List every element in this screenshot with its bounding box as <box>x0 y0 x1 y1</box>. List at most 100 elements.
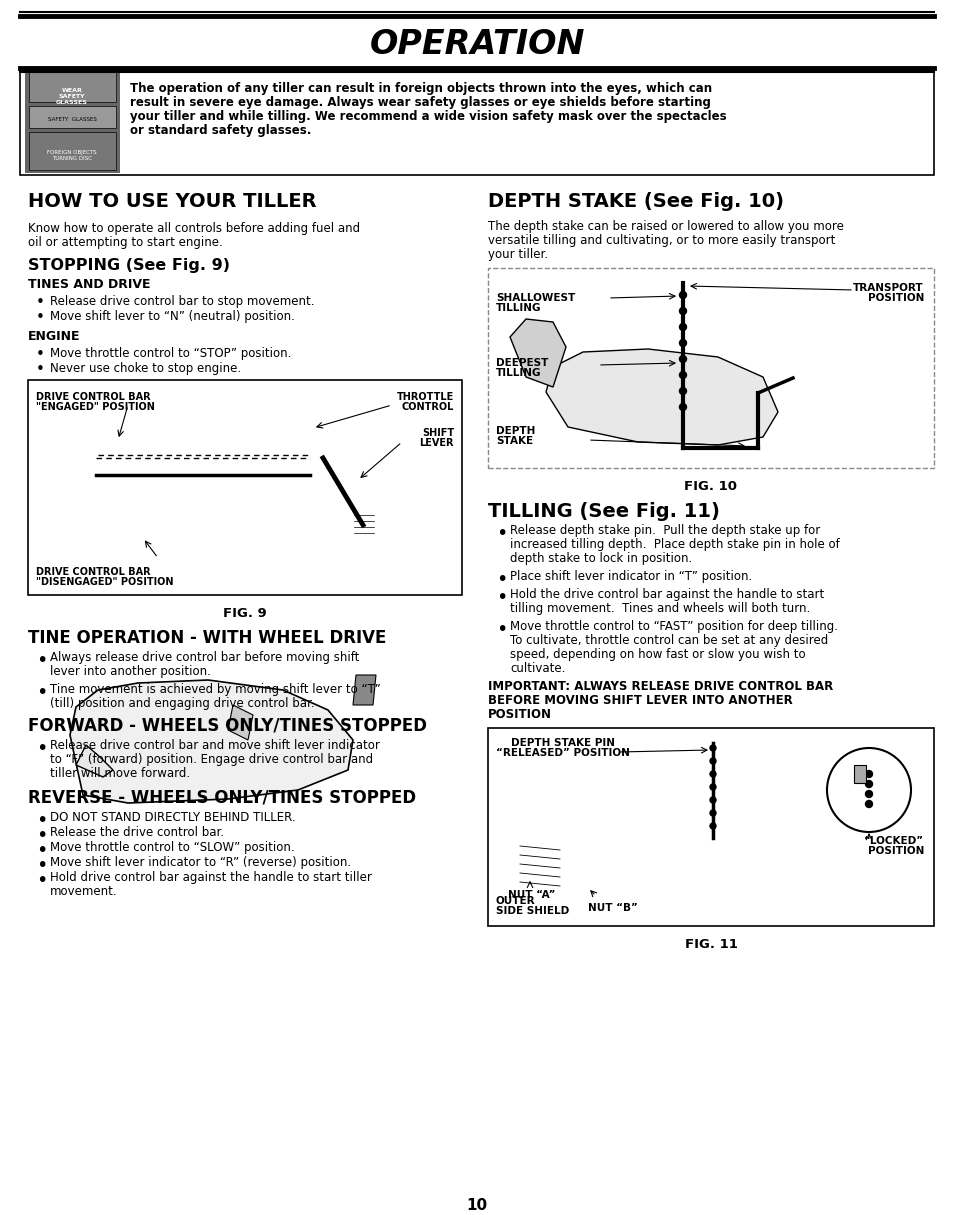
Text: TILLING: TILLING <box>496 368 541 378</box>
Circle shape <box>709 797 716 803</box>
Text: TRANSPORT: TRANSPORT <box>853 283 923 293</box>
Text: tiller will move forward.: tiller will move forward. <box>50 767 190 780</box>
Text: Move throttle control to “STOP” position.: Move throttle control to “STOP” position… <box>50 347 291 360</box>
Polygon shape <box>545 349 778 445</box>
Text: •: • <box>496 588 507 608</box>
Text: •: • <box>36 651 48 669</box>
Text: Move shift lever indicator to “R” (reverse) position.: Move shift lever indicator to “R” (rever… <box>50 857 351 869</box>
Circle shape <box>864 780 872 787</box>
Text: FOREIGN OBJECTS
TURNING DISC: FOREIGN OBJECTS TURNING DISC <box>47 149 96 160</box>
Text: POSITION: POSITION <box>488 708 552 720</box>
Text: BEFORE MOVING SHIFT LEVER INTO ANOTHER: BEFORE MOVING SHIFT LEVER INTO ANOTHER <box>488 694 792 707</box>
Text: SIDE SHIELD: SIDE SHIELD <box>496 906 569 916</box>
Text: your tiller.: your tiller. <box>488 248 548 261</box>
Text: Release the drive control bar.: Release the drive control bar. <box>50 826 224 840</box>
Text: POSITION: POSITION <box>866 846 923 857</box>
Circle shape <box>709 772 716 778</box>
Text: Always release drive control bar before moving shift: Always release drive control bar before … <box>50 651 359 665</box>
Text: Move shift lever to “N” (neutral) position.: Move shift lever to “N” (neutral) positi… <box>50 310 294 323</box>
Text: TILLING: TILLING <box>496 303 541 313</box>
Text: (till) position and engaging drive control bar.: (till) position and engaging drive contr… <box>50 697 314 710</box>
Text: “LOCKED”: “LOCKED” <box>863 836 923 846</box>
Text: DO NOT STAND DIRECTLY BEHIND TILLER.: DO NOT STAND DIRECTLY BEHIND TILLER. <box>50 810 295 824</box>
Text: cultivate.: cultivate. <box>510 662 565 676</box>
Text: STOPPING (See Fig. 9): STOPPING (See Fig. 9) <box>28 258 230 273</box>
Text: •: • <box>36 826 48 844</box>
Text: DRIVE CONTROL BAR: DRIVE CONTROL BAR <box>36 392 151 402</box>
Text: NUT “A”: NUT “A” <box>507 891 555 900</box>
Circle shape <box>679 403 686 411</box>
Text: TINES AND DRIVE: TINES AND DRIVE <box>28 278 151 292</box>
Circle shape <box>864 801 872 808</box>
Bar <box>29 106 116 128</box>
Text: Release drive control bar to stop movement.: Release drive control bar to stop moveme… <box>50 295 314 307</box>
Text: FIG. 10: FIG. 10 <box>684 480 737 493</box>
Text: to “F” (forward) position. Engage drive control bar and: to “F” (forward) position. Engage drive … <box>50 753 373 765</box>
Text: DRIVE CONTROL BAR: DRIVE CONTROL BAR <box>36 567 151 577</box>
Text: •: • <box>36 857 48 875</box>
Text: The operation of any tiller can result in foreign objects thrown into the eyes, : The operation of any tiller can result i… <box>130 81 711 95</box>
Text: •: • <box>36 871 48 891</box>
Circle shape <box>709 758 716 764</box>
Text: DEEPEST: DEEPEST <box>496 358 548 368</box>
Circle shape <box>864 770 872 778</box>
Text: increased tilling depth.  Place depth stake pin in hole of: increased tilling depth. Place depth sta… <box>510 538 839 550</box>
Text: IMPORTANT: ALWAYS RELEASE DRIVE CONTROL BAR: IMPORTANT: ALWAYS RELEASE DRIVE CONTROL … <box>488 680 832 693</box>
Circle shape <box>826 748 910 832</box>
Text: HOW TO USE YOUR TILLER: HOW TO USE YOUR TILLER <box>28 192 316 211</box>
Text: •: • <box>496 524 507 543</box>
Text: •: • <box>36 295 45 310</box>
Text: Tine movement is achieved by moving shift lever to “T”: Tine movement is achieved by moving shif… <box>50 683 380 696</box>
Text: Hold the drive control bar against the handle to start: Hold the drive control bar against the h… <box>510 588 823 601</box>
Text: speed, depending on how fast or slow you wish to: speed, depending on how fast or slow you… <box>510 648 804 661</box>
Text: “RELEASED” POSITION: “RELEASED” POSITION <box>496 748 629 758</box>
Text: Never use choke to stop engine.: Never use choke to stop engine. <box>50 362 241 375</box>
Text: THROTTLE: THROTTLE <box>396 392 454 402</box>
Text: Release depth stake pin.  Pull the depth stake up for: Release depth stake pin. Pull the depth … <box>510 524 820 537</box>
Text: Hold drive control bar against the handle to start tiller: Hold drive control bar against the handl… <box>50 871 372 885</box>
Text: Move throttle control to “FAST” position for deep tilling.: Move throttle control to “FAST” position… <box>510 620 837 633</box>
Text: Release drive control bar and move shift lever indicator: Release drive control bar and move shift… <box>50 739 379 752</box>
Text: •: • <box>496 570 507 589</box>
Circle shape <box>679 339 686 346</box>
Text: result in severe eye damage. Always wear safety glasses or eye shields before st: result in severe eye damage. Always wear… <box>130 96 710 109</box>
Text: "DISENGAGED" POSITION: "DISENGAGED" POSITION <box>36 577 173 587</box>
Circle shape <box>679 292 686 299</box>
Bar <box>29 72 116 102</box>
Text: To cultivate, throttle control can be set at any desired: To cultivate, throttle control can be se… <box>510 634 827 648</box>
Text: versatile tilling and cultivating, or to more easily transport: versatile tilling and cultivating, or to… <box>488 234 835 247</box>
Text: POSITION: POSITION <box>866 293 923 303</box>
Circle shape <box>679 372 686 379</box>
Circle shape <box>709 810 716 816</box>
Text: DEPTH STAKE PIN: DEPTH STAKE PIN <box>511 738 615 748</box>
Text: SAFETY  GLASSES: SAFETY GLASSES <box>48 117 96 122</box>
Text: WEAR
SAFETY
GLASSES: WEAR SAFETY GLASSES <box>56 87 88 104</box>
Text: The depth stake can be raised or lowered to allow you more: The depth stake can be raised or lowered… <box>488 220 843 233</box>
Text: Place shift lever indicator in “T” position.: Place shift lever indicator in “T” posit… <box>510 570 752 583</box>
Text: •: • <box>36 362 45 377</box>
Text: "ENGAGED" POSITION: "ENGAGED" POSITION <box>36 402 154 412</box>
Text: •: • <box>496 620 507 639</box>
Text: movement.: movement. <box>50 885 117 898</box>
Text: SHIFT: SHIFT <box>421 428 454 437</box>
Text: •: • <box>36 810 48 830</box>
Text: STAKE: STAKE <box>496 436 533 446</box>
Text: your tiller and while tilling. We recommend a wide vision safety mask over the s: your tiller and while tilling. We recomm… <box>130 111 726 123</box>
Text: or standard safety glasses.: or standard safety glasses. <box>130 124 311 137</box>
Text: TINE OPERATION - WITH WHEEL DRIVE: TINE OPERATION - WITH WHEEL DRIVE <box>28 629 386 648</box>
Bar <box>488 269 933 468</box>
Text: ENGINE: ENGINE <box>28 330 80 343</box>
Text: NUT “B”: NUT “B” <box>587 903 638 912</box>
Text: •: • <box>36 347 45 362</box>
Text: CONTROL: CONTROL <box>401 402 454 412</box>
Text: Know how to operate all controls before adding fuel and: Know how to operate all controls before … <box>28 222 359 234</box>
Circle shape <box>709 823 716 829</box>
Circle shape <box>679 388 686 395</box>
Text: REVERSE - WHEELS ONLY/TINES STOPPED: REVERSE - WHEELS ONLY/TINES STOPPED <box>28 789 416 807</box>
Circle shape <box>679 307 686 315</box>
Text: •: • <box>36 310 45 324</box>
Text: SHALLOWEST: SHALLOWEST <box>496 293 575 303</box>
Bar <box>20 70 933 175</box>
Text: •: • <box>36 683 48 702</box>
Circle shape <box>709 745 716 751</box>
